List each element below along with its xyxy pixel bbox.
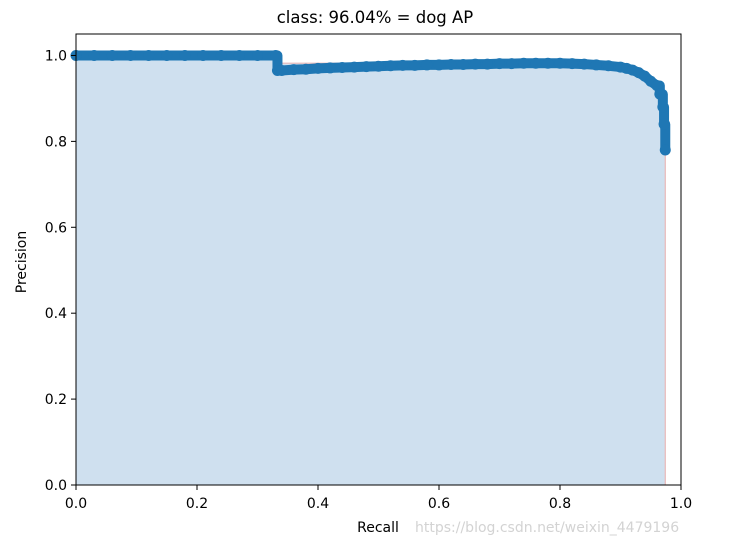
y-tick-label: 1.0 (45, 48, 67, 64)
pr-point (657, 101, 669, 113)
pr-point (385, 60, 397, 72)
pr-point (373, 60, 384, 72)
chart-title: class: 96.04% = dog AP (277, 8, 474, 27)
y-tick-label: 0.6 (45, 220, 67, 236)
pr-point (654, 88, 666, 100)
pr-point (233, 49, 245, 61)
pr-point (409, 59, 421, 71)
y-tick-label: 0.2 (45, 392, 67, 408)
pr-points-layer (70, 49, 671, 156)
pr-point (197, 49, 209, 61)
pr-point (506, 58, 518, 70)
pr-point (542, 57, 554, 69)
auc-area-layer (76, 55, 666, 485)
pr-point (179, 49, 191, 61)
y-axis-title: Precision (14, 231, 30, 293)
pr-point (602, 60, 614, 72)
pr-point (494, 58, 505, 70)
y-tick-label: 0.0 (45, 478, 67, 494)
pr-point (161, 49, 173, 61)
pr-point (252, 49, 263, 61)
pr-point (658, 118, 670, 130)
pr-point (445, 58, 457, 70)
pr-point (433, 59, 445, 71)
pr-point (312, 62, 324, 74)
y-axis-ticks: 0.0 0.2 0.4 0.6 0.8 1.0 (45, 48, 76, 494)
x-tick-label: 0.0 (65, 496, 87, 512)
pr-point (143, 49, 155, 61)
y-tick-label: 0.8 (45, 134, 67, 150)
pr-point (336, 62, 348, 74)
pr-point (651, 80, 663, 92)
x-tick-label: 0.4 (307, 496, 329, 512)
x-tick-label: 0.2 (186, 496, 208, 512)
pr-point (276, 65, 288, 77)
pr-point (88, 49, 100, 61)
pr-point (659, 144, 671, 156)
pr-point (300, 63, 312, 75)
pr-point (106, 49, 118, 61)
x-axis-title: Recall (357, 520, 399, 536)
watermark-text: https://blog.csdn.net/weixin_4479196 (415, 520, 679, 536)
pr-point (554, 57, 566, 69)
pr-point (270, 49, 282, 61)
x-axis-ticks: 0.0 0.2 0.4 0.6 0.8 1.0 (65, 485, 692, 512)
pr-point (124, 49, 136, 61)
pr-point (288, 64, 300, 76)
x-tick-label: 0.6 (428, 496, 450, 512)
pr-point (530, 57, 542, 69)
pr-point (324, 62, 336, 74)
pr-point (518, 57, 530, 69)
pr-point (469, 58, 481, 70)
pr-point (457, 58, 469, 70)
plot-frame (75, 33, 682, 486)
x-tick-label: 0.8 (549, 496, 571, 512)
auc-area (76, 55, 666, 485)
pr-point (215, 49, 227, 61)
pr-point (578, 58, 590, 70)
pr-point (397, 59, 409, 71)
pr-point (566, 58, 578, 70)
pr-point (590, 59, 602, 71)
y-tick-label: 0.4 (45, 306, 67, 322)
x-tick-label: 1.0 (670, 496, 692, 512)
pr-point (360, 61, 372, 73)
pr-point (481, 58, 493, 70)
pr-point (421, 59, 433, 71)
pr-point (348, 61, 360, 73)
